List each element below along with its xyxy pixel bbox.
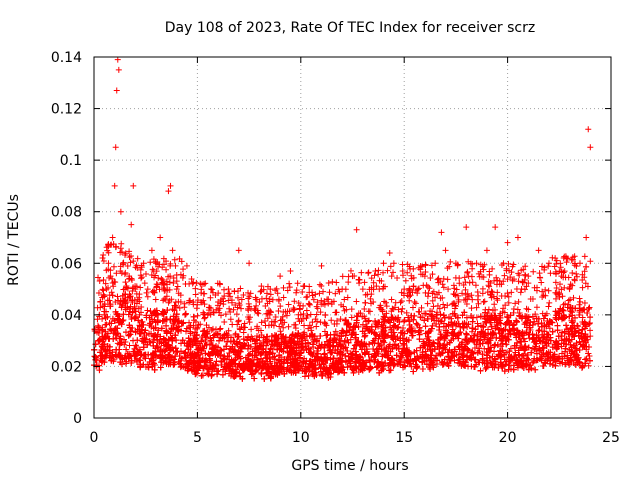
cloud-point (130, 337, 137, 344)
data-points (91, 56, 594, 382)
cloud-point (585, 362, 592, 369)
cloud-point (474, 349, 481, 356)
cloud-point (408, 363, 415, 370)
cloud-point (433, 312, 440, 319)
cloud-point (587, 327, 594, 334)
cloud-point (587, 333, 594, 340)
cloud-point (532, 366, 539, 373)
cloud-point (109, 292, 116, 299)
cloud-point (323, 338, 330, 345)
cloud-point (126, 342, 133, 349)
cloud-point (546, 325, 553, 332)
cloud-point (361, 333, 368, 340)
cloud-point (422, 323, 429, 330)
cloud-point (323, 332, 330, 339)
cloud-point (573, 340, 580, 347)
